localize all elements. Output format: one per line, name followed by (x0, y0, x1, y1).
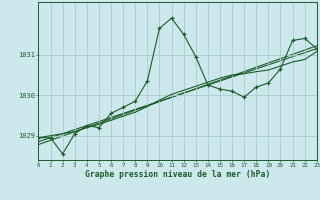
X-axis label: Graphe pression niveau de la mer (hPa): Graphe pression niveau de la mer (hPa) (85, 170, 270, 179)
